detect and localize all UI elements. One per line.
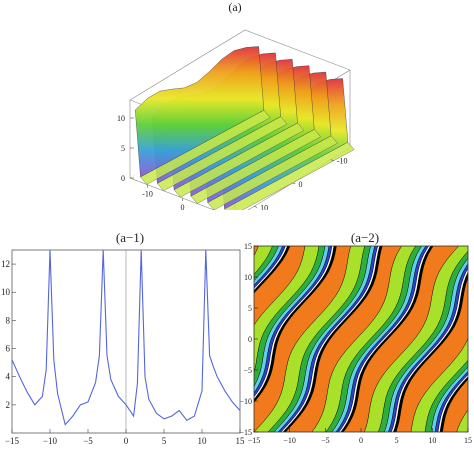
y-tick	[254, 206, 258, 208]
surface-trough	[207, 135, 338, 211]
x-tick-label: 0	[124, 436, 129, 446]
y-tick-label: 6	[6, 344, 11, 354]
x-tick-label: 5	[395, 436, 399, 445]
contour-band	[240, 230, 246, 450]
y-tick	[330, 159, 334, 161]
z-tick-label: 10	[117, 114, 125, 123]
z-tick-label: 5	[121, 144, 125, 153]
panel-a1: (a−1) −15 −10 −5 0 5 10 15 2 4 6 8 10 12	[0, 228, 245, 450]
contour-band	[282, 246, 383, 432]
y-tick-label: 0	[299, 180, 303, 189]
y-tick-label: 0	[248, 335, 252, 344]
contour-bands	[240, 230, 468, 450]
y-tick-label: 2	[6, 400, 11, 410]
surface-trough	[156, 116, 288, 192]
x-tick-label: -10	[142, 190, 153, 199]
x-tick-label: −10	[43, 436, 58, 446]
y-tick	[292, 182, 296, 185]
contour-band	[254, 246, 287, 290]
panel-a2-title: (a−2)	[350, 230, 380, 245]
surface-trough	[140, 109, 271, 185]
x-tick-label: 10	[428, 436, 436, 445]
y-tick-label: 8	[6, 315, 11, 325]
y-tick-label: 12	[1, 259, 10, 269]
contour-band	[240, 230, 244, 450]
surface-trough	[173, 122, 305, 198]
z-tick-label: 0	[121, 174, 125, 183]
surface-trough	[190, 129, 321, 204]
x-tick-label: 0	[181, 203, 185, 210]
x-tick-label: −5	[83, 436, 93, 446]
contour-band	[340, 246, 434, 432]
y-tick-label: 10	[1, 287, 11, 297]
contour-band	[392, 271, 468, 432]
series-line	[11, 249, 241, 426]
x-tick-label: −5	[321, 436, 330, 445]
x-tick-label: 10	[198, 436, 208, 446]
y-tick-label: 15	[244, 242, 252, 251]
panel-a-title: (a)	[228, 0, 242, 14]
x-tick-label: 5	[162, 436, 167, 446]
y-tick-label: 10	[260, 203, 268, 210]
y-tick-label: −10	[240, 397, 252, 406]
contour-band	[254, 246, 337, 403]
x-tick-label: −15	[5, 436, 20, 446]
contour-band	[439, 376, 468, 432]
x-tick-label: −10	[283, 436, 296, 445]
y-tick-label: -10	[337, 157, 348, 166]
y-tick-label: −15	[240, 428, 252, 437]
contour-band	[456, 409, 468, 432]
panel-a1-title: (a−1)	[115, 230, 145, 245]
contour-band	[240, 230, 247, 450]
y-tick-label: 5	[248, 304, 252, 313]
contour-band	[254, 246, 289, 292]
x-tick-label: 15	[464, 436, 472, 445]
x-tick-label: 15	[236, 436, 246, 446]
y-tick-label: 10	[244, 273, 252, 282]
x-tick-label: −15	[248, 436, 261, 445]
x-tick-label: 0	[359, 436, 363, 445]
y-tick-label: 4	[6, 372, 11, 382]
line-plot: −15 −10 −5 0 5 10 15 2 4 6 8 10 12	[1, 249, 246, 446]
y-tick-label: −5	[243, 366, 252, 375]
panel-a2: (a−2) −15 −10 −5 0 5 10 15 −15 −10 −5 0 5 10 15	[239, 228, 474, 450]
contour-band	[240, 230, 242, 450]
contour-band	[254, 246, 291, 294]
